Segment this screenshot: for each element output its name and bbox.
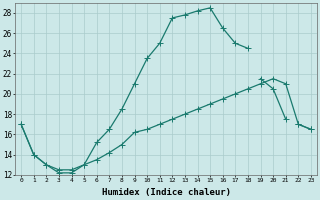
X-axis label: Humidex (Indice chaleur): Humidex (Indice chaleur) — [101, 188, 230, 197]
